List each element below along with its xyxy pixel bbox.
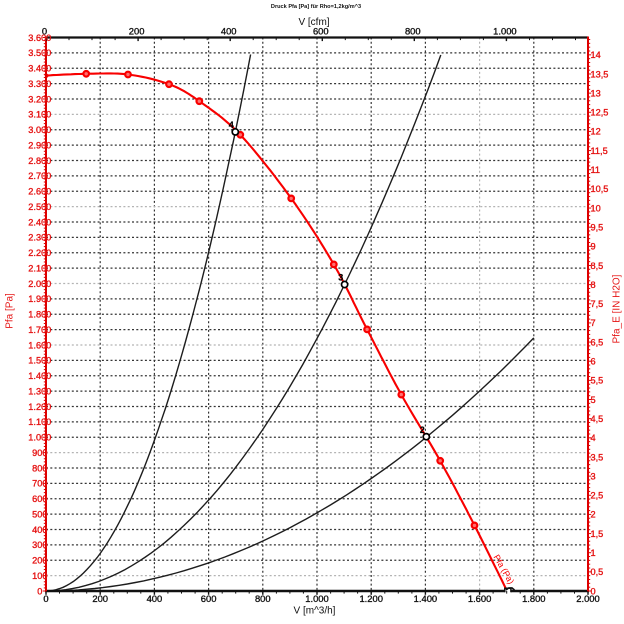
svg-text:Pfa_E [IN H2O]: Pfa_E [IN H2O] xyxy=(612,274,623,343)
svg-text:2.700: 2.700 xyxy=(28,171,51,181)
svg-text:2.500: 2.500 xyxy=(28,202,51,212)
svg-text:1.400: 1.400 xyxy=(28,371,51,381)
svg-text:0: 0 xyxy=(43,593,48,604)
svg-text:1,5: 1,5 xyxy=(591,529,604,539)
svg-text:3.600: 3.600 xyxy=(28,33,51,43)
svg-text:600: 600 xyxy=(313,25,329,36)
svg-text:13: 13 xyxy=(591,88,601,98)
svg-text:900: 900 xyxy=(32,448,47,458)
svg-text:13,5: 13,5 xyxy=(591,69,609,79)
svg-text:2.400: 2.400 xyxy=(28,217,51,227)
svg-text:3.200: 3.200 xyxy=(28,94,51,104)
svg-text:1.200: 1.200 xyxy=(359,593,382,604)
svg-text:1.100: 1.100 xyxy=(28,417,51,427)
svg-text:2.900: 2.900 xyxy=(28,140,51,150)
svg-text:6: 6 xyxy=(591,357,596,367)
svg-text:200: 200 xyxy=(129,25,145,36)
svg-text:12,5: 12,5 xyxy=(591,108,609,118)
svg-text:Pfa [Pa]: Pfa [Pa] xyxy=(5,293,16,329)
svg-text:0,5: 0,5 xyxy=(591,567,604,577)
svg-text:Druck Pfa [Pa] für Rho=1,2kg/m: Druck Pfa [Pa] für Rho=1,2kg/m^3 xyxy=(271,4,361,10)
svg-text:3: 3 xyxy=(338,273,343,283)
svg-text:400: 400 xyxy=(221,25,237,36)
svg-text:6,5: 6,5 xyxy=(591,337,604,347)
svg-text:3.100: 3.100 xyxy=(28,110,51,120)
svg-text:0: 0 xyxy=(42,25,47,36)
svg-text:2.800: 2.800 xyxy=(28,156,51,166)
svg-text:2.000: 2.000 xyxy=(576,593,599,604)
svg-text:1.500: 1.500 xyxy=(28,356,51,366)
svg-text:2.300: 2.300 xyxy=(28,233,51,243)
svg-text:2: 2 xyxy=(591,510,596,520)
svg-text:800: 800 xyxy=(32,463,47,473)
svg-text:400: 400 xyxy=(32,525,47,535)
svg-text:8: 8 xyxy=(591,280,596,290)
svg-text:1.800: 1.800 xyxy=(522,593,545,604)
svg-text:4: 4 xyxy=(591,433,596,443)
svg-text:2,5: 2,5 xyxy=(591,491,604,501)
svg-text:11: 11 xyxy=(591,165,601,175)
svg-text:12: 12 xyxy=(591,127,601,137)
svg-text:5,5: 5,5 xyxy=(591,376,604,386)
svg-text:1.600: 1.600 xyxy=(468,593,491,604)
svg-text:200: 200 xyxy=(32,556,47,566)
svg-text:V [cfm]: V [cfm] xyxy=(298,17,329,28)
svg-text:4: 4 xyxy=(229,120,234,130)
svg-text:2: 2 xyxy=(420,425,425,435)
svg-text:600: 600 xyxy=(201,593,217,604)
svg-text:8,5: 8,5 xyxy=(591,261,604,271)
svg-text:1.200: 1.200 xyxy=(28,402,51,412)
svg-text:9,5: 9,5 xyxy=(591,222,604,232)
svg-text:800: 800 xyxy=(405,25,421,36)
svg-text:11,5: 11,5 xyxy=(591,146,608,156)
svg-text:7,5: 7,5 xyxy=(591,299,604,309)
svg-text:5: 5 xyxy=(591,395,596,405)
svg-text:1.000: 1.000 xyxy=(305,593,328,604)
svg-text:1: 1 xyxy=(591,548,596,558)
svg-text:1.000: 1.000 xyxy=(493,25,516,36)
svg-text:1.400: 1.400 xyxy=(414,593,437,604)
svg-text:4,5: 4,5 xyxy=(591,414,604,424)
svg-text:2.100: 2.100 xyxy=(28,263,51,273)
svg-text:9: 9 xyxy=(591,242,596,252)
svg-text:700: 700 xyxy=(32,479,47,489)
svg-text:2.000: 2.000 xyxy=(28,279,51,289)
svg-text:2.600: 2.600 xyxy=(28,187,51,197)
svg-text:100: 100 xyxy=(32,571,47,581)
svg-text:3.300: 3.300 xyxy=(28,79,51,89)
svg-text:10,5: 10,5 xyxy=(591,184,609,194)
svg-text:1.300: 1.300 xyxy=(28,386,51,396)
svg-text:0: 0 xyxy=(591,586,596,596)
svg-text:V [m^3/h]: V [m^3/h] xyxy=(294,606,336,617)
svg-text:800: 800 xyxy=(255,593,271,604)
svg-text:1.800: 1.800 xyxy=(28,310,51,320)
svg-text:10: 10 xyxy=(591,203,601,213)
svg-text:3: 3 xyxy=(591,471,596,481)
svg-text:500: 500 xyxy=(32,509,47,519)
svg-text:3.400: 3.400 xyxy=(28,64,51,74)
svg-text:1.600: 1.600 xyxy=(28,340,51,350)
svg-text:1.900: 1.900 xyxy=(28,294,51,304)
svg-text:2.200: 2.200 xyxy=(28,248,51,258)
svg-text:300: 300 xyxy=(32,540,47,550)
svg-text:3.000: 3.000 xyxy=(28,125,51,135)
svg-text:400: 400 xyxy=(147,593,163,604)
svg-text:14: 14 xyxy=(591,50,601,60)
svg-text:1.000: 1.000 xyxy=(28,433,51,443)
svg-text:600: 600 xyxy=(32,494,47,504)
svg-text:0: 0 xyxy=(37,586,42,596)
svg-text:7: 7 xyxy=(591,318,596,328)
svg-text:1.700: 1.700 xyxy=(28,325,51,335)
svg-text:3.500: 3.500 xyxy=(28,48,51,58)
svg-text:3,5: 3,5 xyxy=(591,452,604,462)
svg-text:200: 200 xyxy=(92,593,108,604)
